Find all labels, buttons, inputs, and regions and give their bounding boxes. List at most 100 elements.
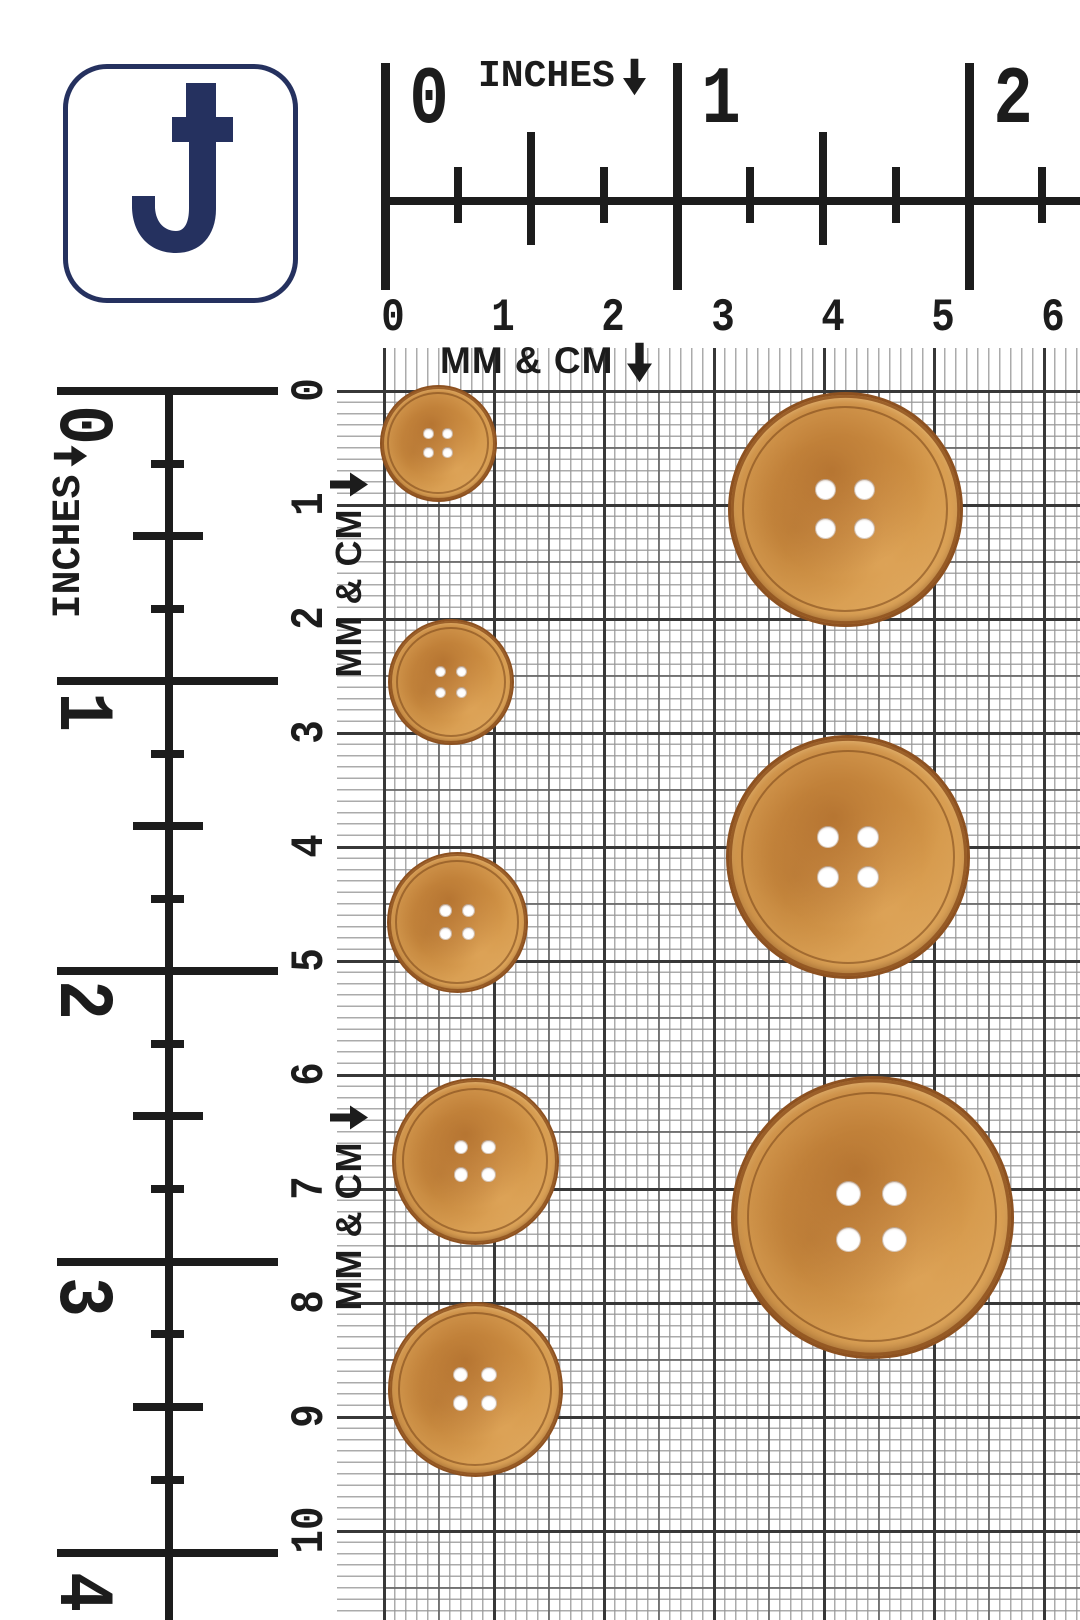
button-hole [835, 1180, 861, 1206]
button-hole [815, 517, 836, 539]
button-rim-ring [747, 1092, 997, 1342]
inch-mark [381, 63, 390, 290]
left-cm-number: 9 [284, 1404, 336, 1428]
button-hole [439, 904, 452, 917]
top-inches-title: INCHES [478, 58, 646, 96]
button-hole [442, 428, 453, 439]
quarter-inch-mark [151, 460, 184, 468]
button-hole [423, 447, 434, 458]
button-hole [481, 1366, 497, 1383]
left-cm-number: 0 [284, 378, 336, 402]
left-cm-number: 5 [284, 948, 336, 972]
button-hole [462, 904, 475, 917]
top-ruler-number: 0 [409, 54, 449, 147]
ruler-baseline [165, 388, 173, 1620]
left-cm-number: 3 [284, 720, 336, 744]
left-cm-number: 1 [284, 492, 336, 516]
button-hole [882, 1180, 907, 1206]
top-ruler-number: 1 [701, 54, 741, 147]
left-cm-number: 10 [284, 1506, 336, 1554]
down-arrow-icon [622, 58, 646, 96]
button-hole [817, 826, 839, 848]
quarter-inch-mark [151, 1185, 184, 1193]
button-hole [423, 428, 434, 439]
button-rim-ring [397, 1311, 553, 1467]
left-inches-title: INCHES [47, 445, 92, 619]
wood-button-small [386, 851, 528, 993]
half-inch-mark [819, 132, 827, 245]
quarter-inch-mark [151, 750, 184, 758]
left-cm-number: 4 [284, 834, 336, 858]
left-cm-number: 6 [284, 1062, 336, 1086]
inch-mark [57, 677, 278, 685]
mm-cm-label: MM & CM [328, 1141, 369, 1311]
quarter-inch-mark [454, 167, 462, 223]
right-arrow-icon [330, 472, 368, 497]
mm-cm-label: MM & CM [440, 340, 614, 381]
quarter-inch-mark [151, 605, 184, 613]
logo-j-icon [132, 83, 233, 253]
left-ruler-number: 0 [37, 405, 125, 445]
button-hole [857, 826, 879, 848]
button-hole [481, 1395, 497, 1411]
quarter-inch-mark [892, 167, 900, 223]
top-cm-number: 1 [491, 292, 515, 344]
half-inch-mark [133, 1112, 203, 1120]
grid-edge-ticks-left [337, 390, 383, 1620]
wood-button-small [388, 619, 514, 745]
left-mm-cm-title-upper: MM & CM [328, 472, 369, 677]
left-ruler-number: 1 [37, 692, 125, 732]
button-hole [439, 927, 452, 940]
left-ruler-number: 3 [37, 1277, 125, 1317]
inches-label: INCHES [47, 474, 92, 619]
button-hole [452, 1366, 469, 1383]
half-inch-mark [133, 822, 203, 830]
button-rim-ring [740, 749, 956, 965]
wood-button-large [727, 391, 963, 627]
quarter-inch-mark [151, 895, 184, 903]
button-hole [455, 686, 467, 698]
button-hole [435, 686, 447, 698]
button-hole [453, 1167, 469, 1182]
button-hole [462, 927, 475, 940]
inches-label: INCHES [478, 55, 615, 98]
left-ruler-number: 4 [37, 1572, 125, 1612]
button-rim-ring [387, 392, 489, 494]
button-hole [817, 866, 839, 888]
top-mm-cm-title: MM & CM [440, 340, 653, 383]
button-hole [853, 479, 875, 500]
inch-mark [57, 1549, 278, 1557]
button-hole [452, 1395, 469, 1411]
button-hole [853, 517, 875, 539]
button-rim-ring [401, 1087, 549, 1235]
button-hole [442, 447, 453, 458]
quarter-inch-mark [151, 1330, 184, 1338]
quarter-inch-mark [600, 167, 608, 223]
top-ruler-number: 2 [993, 54, 1033, 147]
left-mm-cm-title-lower: MM & CM [328, 1105, 369, 1311]
half-inch-mark [527, 132, 535, 245]
inch-mark [57, 967, 278, 975]
button-hole [481, 1139, 496, 1155]
inch-mark [673, 63, 682, 290]
button-hole [481, 1167, 496, 1182]
button-rim-ring [395, 860, 519, 984]
top-cm-number: 2 [601, 292, 625, 344]
left-ruler-number: 2 [37, 980, 125, 1020]
down-arrow-icon [627, 342, 653, 383]
top-cm-number: 3 [711, 292, 735, 344]
left-cm-number: 8 [284, 1290, 336, 1314]
quarter-inch-mark [1038, 167, 1046, 223]
top-cm-number: 0 [381, 292, 405, 344]
wood-button-large [730, 1075, 1014, 1359]
button-rim-ring [741, 405, 949, 613]
left-cm-number: 2 [284, 606, 336, 630]
wood-button-small [387, 1301, 563, 1477]
button-hole [435, 666, 447, 678]
inch-mark [57, 1258, 278, 1266]
top-cm-number: 5 [931, 292, 955, 344]
half-inch-mark [133, 1403, 203, 1411]
quarter-inch-mark [746, 167, 754, 223]
button-hole [815, 479, 836, 500]
